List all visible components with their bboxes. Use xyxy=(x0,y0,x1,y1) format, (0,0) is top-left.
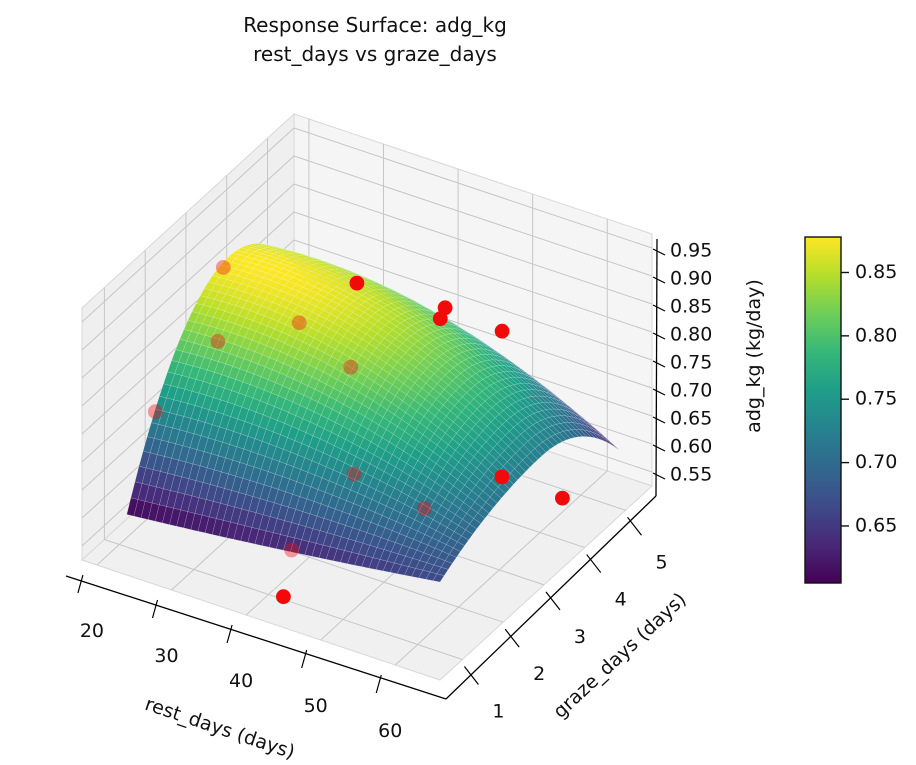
x-axis-label: rest_days (days) xyxy=(142,693,297,764)
z-tick-label: 0.60 xyxy=(670,436,712,458)
z-tick-label: 0.95 xyxy=(670,240,712,262)
scatter-point xyxy=(284,542,299,558)
chart-title: Response Surface: adg_kg rest_days vs gr… xyxy=(0,11,750,69)
colorbar-tick-label: 0.75 xyxy=(855,388,897,410)
x-tick-label: 40 xyxy=(229,670,253,692)
z-tick-label: 0.55 xyxy=(670,464,712,486)
chart-title-line1: Response Surface: adg_kg xyxy=(243,13,507,37)
scatter-point xyxy=(147,404,163,420)
x-tick-label: 20 xyxy=(80,620,104,642)
y-tick-label: 1 xyxy=(492,700,504,722)
scatter-point xyxy=(349,275,365,291)
scatter-point xyxy=(276,589,291,605)
scatter-point xyxy=(215,260,231,275)
y-tick-label: 5 xyxy=(655,551,667,573)
y-tick-label: 2 xyxy=(533,663,545,685)
z-tick-label: 0.85 xyxy=(670,296,712,318)
scatter-points xyxy=(276,275,570,605)
y-tick-label: 3 xyxy=(574,626,586,648)
scatter-point xyxy=(555,490,570,506)
x-tick-label: 30 xyxy=(154,645,178,667)
x-tick-label: 50 xyxy=(304,695,328,717)
scatter-point xyxy=(417,501,432,516)
scatter-point xyxy=(494,469,510,485)
scatter-point xyxy=(291,315,307,331)
scatter-point xyxy=(343,359,359,375)
scatter-points-occluded xyxy=(147,260,432,558)
z-tick-label: 0.70 xyxy=(670,380,712,402)
y-tick-label: 4 xyxy=(615,589,627,611)
z-tick-label: 0.65 xyxy=(670,408,712,430)
z-tick-label: 0.90 xyxy=(670,268,712,290)
z-axis-label: adg_kg (kg/day) xyxy=(743,279,765,433)
colorbar-tick-label: 0.80 xyxy=(855,324,897,346)
surface-mesh xyxy=(126,243,620,583)
z-tick-label: 0.80 xyxy=(670,324,712,346)
colorbar-gradient xyxy=(804,236,842,584)
scatter-point xyxy=(494,323,510,339)
scatter-point xyxy=(432,311,448,327)
colorbar-tick-label: 0.70 xyxy=(855,451,897,473)
scatter-point xyxy=(346,466,362,482)
colorbar-tick-label: 0.85 xyxy=(855,261,897,283)
colorbar-tick-label: 0.65 xyxy=(855,514,897,536)
x-tick-label: 60 xyxy=(378,720,402,742)
scatter-point xyxy=(210,334,226,349)
chart-title-line2: rest_days vs graze_days xyxy=(253,42,497,66)
z-tick-label: 0.75 xyxy=(670,352,712,374)
colorbar: 0.85 0.80 0.75 0.70 0.65 xyxy=(804,236,897,584)
